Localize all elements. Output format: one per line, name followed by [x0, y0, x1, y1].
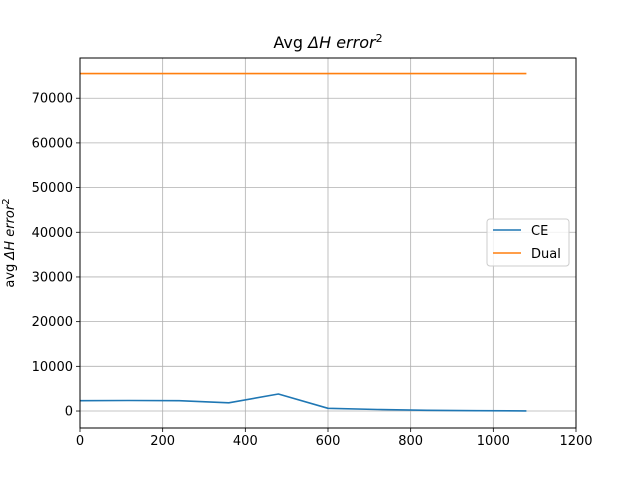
y-tick-label: 60000 [32, 136, 73, 151]
x-tick-label: 0 [76, 434, 84, 449]
ticks: 0 200 400 600 800 1000 1200 0 10000 20000 30000 400… [32, 92, 593, 449]
x-tick-label: 800 [398, 434, 423, 449]
chart-title: Avg ΔH error2 [273, 32, 382, 52]
y-axis-label: avg ΔH error2 [1, 198, 18, 287]
legend-ce-label: CE [531, 224, 548, 239]
y-tick-label: 20000 [32, 315, 73, 330]
y-tick-label: 0 [65, 405, 73, 420]
x-tick-label: 400 [233, 434, 258, 449]
series-layer [79, 72, 527, 412]
x-tick-label: 1200 [559, 434, 592, 449]
y-tick-label: 70000 [32, 92, 73, 107]
y-tick-label: 10000 [32, 360, 73, 375]
y-tick-label: 40000 [32, 226, 73, 241]
y-tick-label: 30000 [32, 270, 73, 285]
grid [79, 58, 577, 428]
x-tick-label: 1000 [477, 434, 510, 449]
x-tick-label: 200 [150, 434, 175, 449]
series-line-ce [79, 393, 527, 412]
x-tick-label: 600 [316, 434, 341, 449]
legend: CE Dual [486, 218, 570, 267]
y-tick-label: 50000 [32, 181, 73, 196]
legend-dual-label: Dual [531, 247, 561, 262]
